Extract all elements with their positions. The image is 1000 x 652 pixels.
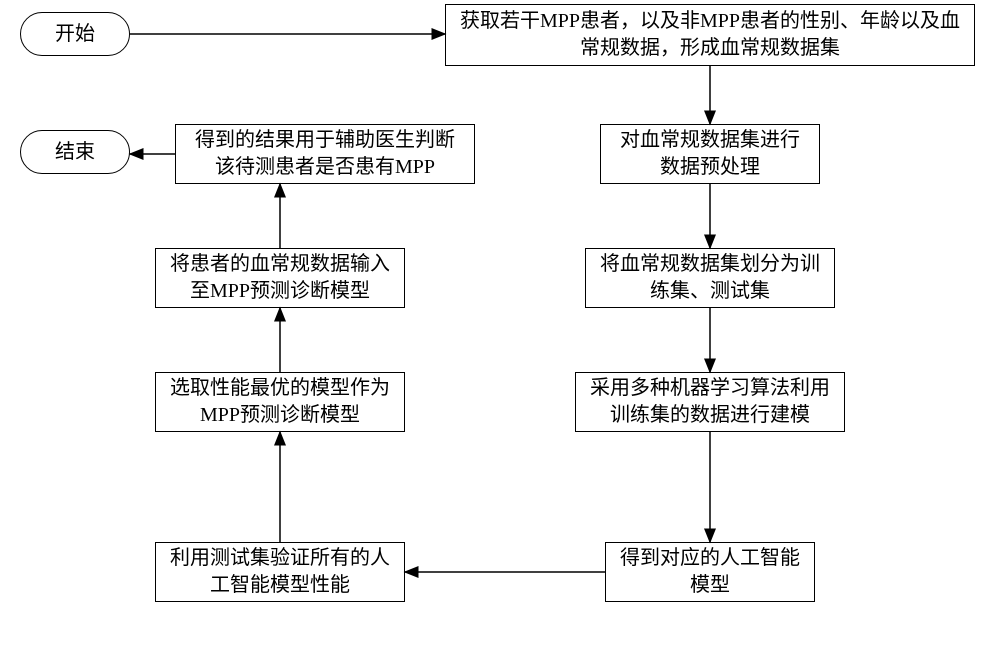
step-validate-models: 利用测试集验证所有的人工智能模型性能	[155, 542, 405, 602]
step-input-patient: 将患者的血常规数据输入至MPP预测诊断模型	[155, 248, 405, 308]
step-split-sets: 将血常规数据集划分为训练集、测试集	[585, 248, 835, 308]
step-get-ai-models: 得到对应的人工智能模型	[605, 542, 815, 602]
step-train-models: 采用多种机器学习算法利用训练集的数据进行建模	[575, 372, 845, 432]
flow-start: 开始	[20, 12, 130, 56]
step-preprocess: 对血常规数据集进行数据预处理	[600, 124, 820, 184]
flow-arrows	[0, 0, 1000, 652]
flow-end: 结束	[20, 130, 130, 174]
step-acquire-data: 获取若干MPP患者，以及非MPP患者的性别、年龄以及血常规数据，形成血常规数据集	[445, 4, 975, 66]
step-assist-doctor: 得到的结果用于辅助医生判断该待测患者是否患有MPP	[175, 124, 475, 184]
step-select-best: 选取性能最优的模型作为MPP预测诊断模型	[155, 372, 405, 432]
